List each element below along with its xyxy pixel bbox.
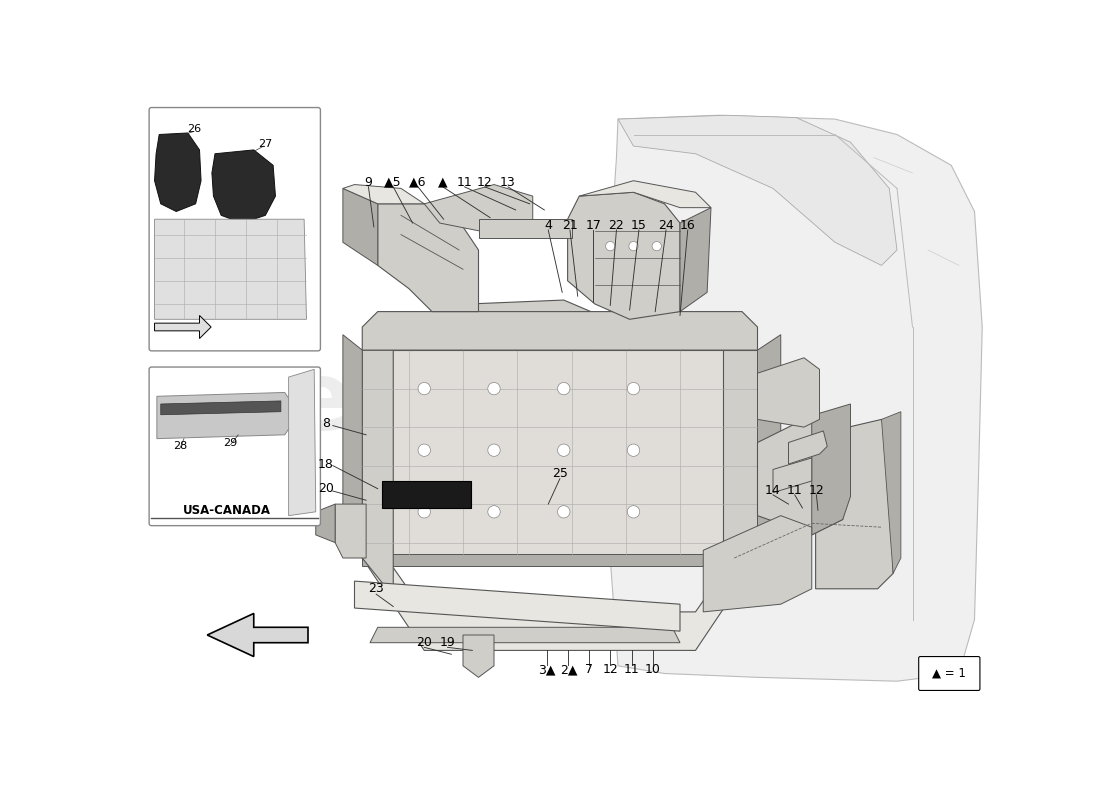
Text: 17: 17: [585, 219, 601, 232]
Text: 9: 9: [364, 176, 373, 189]
Text: 2▲: 2▲: [560, 663, 578, 676]
Polygon shape: [343, 334, 362, 558]
Text: 15: 15: [631, 219, 647, 232]
Polygon shape: [723, 350, 758, 558]
Polygon shape: [758, 334, 781, 558]
Text: 26: 26: [187, 124, 201, 134]
Circle shape: [606, 242, 615, 250]
Circle shape: [652, 242, 661, 250]
Circle shape: [487, 444, 500, 456]
Text: 14: 14: [766, 484, 781, 497]
Text: 24: 24: [658, 219, 674, 232]
Circle shape: [418, 382, 430, 394]
FancyBboxPatch shape: [918, 657, 980, 690]
Polygon shape: [288, 370, 316, 516]
Circle shape: [627, 382, 640, 394]
Polygon shape: [606, 115, 982, 682]
Text: 20: 20: [416, 636, 432, 650]
Text: 13: 13: [500, 176, 516, 189]
Polygon shape: [154, 219, 307, 319]
Text: 1985: 1985: [583, 467, 777, 564]
Polygon shape: [815, 419, 893, 589]
Text: 29: 29: [223, 438, 238, 447]
Text: 19: 19: [440, 636, 455, 650]
Polygon shape: [789, 431, 827, 464]
Polygon shape: [362, 312, 758, 350]
Polygon shape: [343, 188, 377, 266]
Polygon shape: [425, 185, 532, 230]
Text: 4: 4: [544, 219, 552, 232]
FancyBboxPatch shape: [150, 367, 320, 526]
Polygon shape: [343, 185, 425, 204]
Polygon shape: [773, 458, 812, 493]
Circle shape: [627, 444, 640, 456]
Polygon shape: [362, 554, 758, 566]
Text: 28: 28: [173, 441, 187, 450]
Circle shape: [487, 506, 500, 518]
Polygon shape: [154, 315, 211, 338]
Circle shape: [558, 444, 570, 456]
Polygon shape: [758, 358, 820, 427]
Text: 25: 25: [552, 467, 568, 480]
Circle shape: [627, 506, 640, 518]
Polygon shape: [478, 219, 572, 238]
Polygon shape: [362, 523, 758, 650]
Polygon shape: [881, 412, 901, 574]
Circle shape: [487, 382, 500, 394]
Text: 18: 18: [318, 458, 333, 470]
Polygon shape: [680, 208, 711, 312]
Text: 11: 11: [456, 176, 472, 189]
Text: 12: 12: [603, 663, 618, 676]
Polygon shape: [580, 181, 711, 208]
FancyBboxPatch shape: [150, 107, 320, 351]
Polygon shape: [463, 635, 494, 678]
Polygon shape: [161, 401, 280, 414]
Text: 3▲: 3▲: [538, 663, 556, 676]
Polygon shape: [568, 192, 680, 319]
Text: ▲5: ▲5: [384, 176, 403, 189]
Text: 16: 16: [680, 219, 695, 232]
Text: ▲ = 1: ▲ = 1: [932, 667, 966, 680]
Polygon shape: [382, 481, 471, 508]
Text: a passion for parts: a passion for parts: [379, 427, 717, 519]
Polygon shape: [336, 504, 366, 558]
Polygon shape: [471, 300, 591, 350]
Polygon shape: [362, 350, 758, 558]
Polygon shape: [212, 150, 275, 223]
Polygon shape: [618, 115, 896, 266]
Text: USA-CANADA: USA-CANADA: [183, 504, 271, 517]
Polygon shape: [370, 627, 680, 642]
Text: 12: 12: [476, 176, 493, 189]
Polygon shape: [316, 504, 336, 542]
Text: 10: 10: [645, 663, 661, 676]
Circle shape: [418, 444, 430, 456]
Text: 12: 12: [808, 484, 824, 497]
Text: ▲6: ▲6: [409, 176, 427, 189]
Text: 22: 22: [608, 219, 625, 232]
Text: 21: 21: [562, 219, 578, 232]
Text: 11: 11: [624, 663, 640, 676]
Text: 7: 7: [584, 663, 593, 676]
Polygon shape: [377, 204, 478, 312]
Text: ▲: ▲: [438, 176, 448, 189]
Polygon shape: [703, 516, 812, 612]
Polygon shape: [362, 350, 394, 597]
Polygon shape: [157, 393, 293, 438]
Polygon shape: [812, 404, 850, 535]
Text: 11: 11: [786, 484, 803, 497]
Polygon shape: [207, 614, 308, 657]
Circle shape: [418, 506, 430, 518]
Circle shape: [558, 506, 570, 518]
Text: 23: 23: [368, 582, 384, 595]
Circle shape: [629, 242, 638, 250]
Text: europes: europes: [288, 358, 732, 450]
Polygon shape: [154, 133, 201, 211]
Polygon shape: [354, 581, 680, 631]
Text: 8: 8: [322, 417, 330, 430]
Text: 20: 20: [318, 482, 333, 495]
Polygon shape: [758, 415, 843, 535]
Circle shape: [558, 382, 570, 394]
Text: 27: 27: [258, 138, 273, 149]
